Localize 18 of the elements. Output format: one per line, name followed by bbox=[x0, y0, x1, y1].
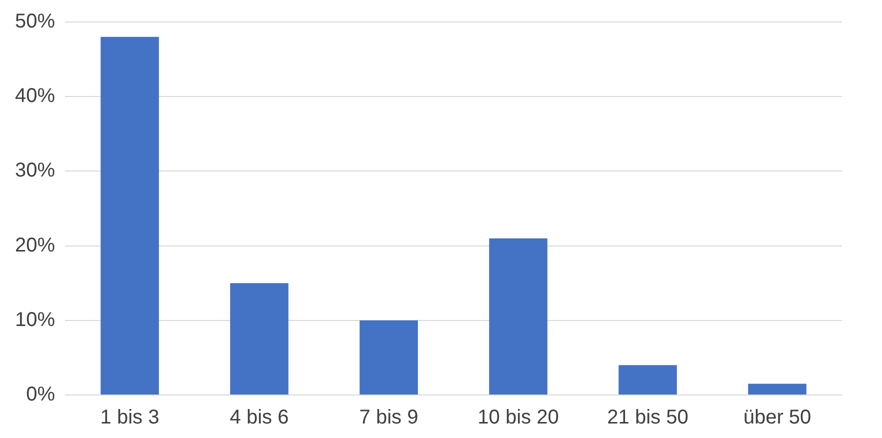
x-tick-label: 1 bis 3 bbox=[100, 406, 160, 429]
bar bbox=[489, 238, 548, 394]
y-tick-label: 40% bbox=[15, 85, 56, 108]
bar bbox=[100, 36, 159, 394]
bar bbox=[360, 320, 418, 394]
bar bbox=[748, 384, 806, 394]
y-tick-label: 10% bbox=[15, 308, 56, 331]
bar bbox=[230, 283, 288, 394]
x-tick-label: 4 bis 6 bbox=[230, 406, 289, 429]
y-tick-label: 30% bbox=[15, 160, 56, 182]
y-tick-label: 20% bbox=[15, 234, 56, 256]
bar bbox=[618, 365, 677, 394]
y-tick-label: 0% bbox=[26, 384, 56, 406]
y-tick-label: 50% bbox=[15, 10, 56, 33]
x-tick-label: 7 bis 9 bbox=[359, 406, 418, 429]
x-tick-label: 10 bis 20 bbox=[478, 406, 559, 429]
x-tick-label: 21 bis 50 bbox=[607, 406, 688, 429]
x-tick-label: über 50 bbox=[743, 406, 812, 429]
